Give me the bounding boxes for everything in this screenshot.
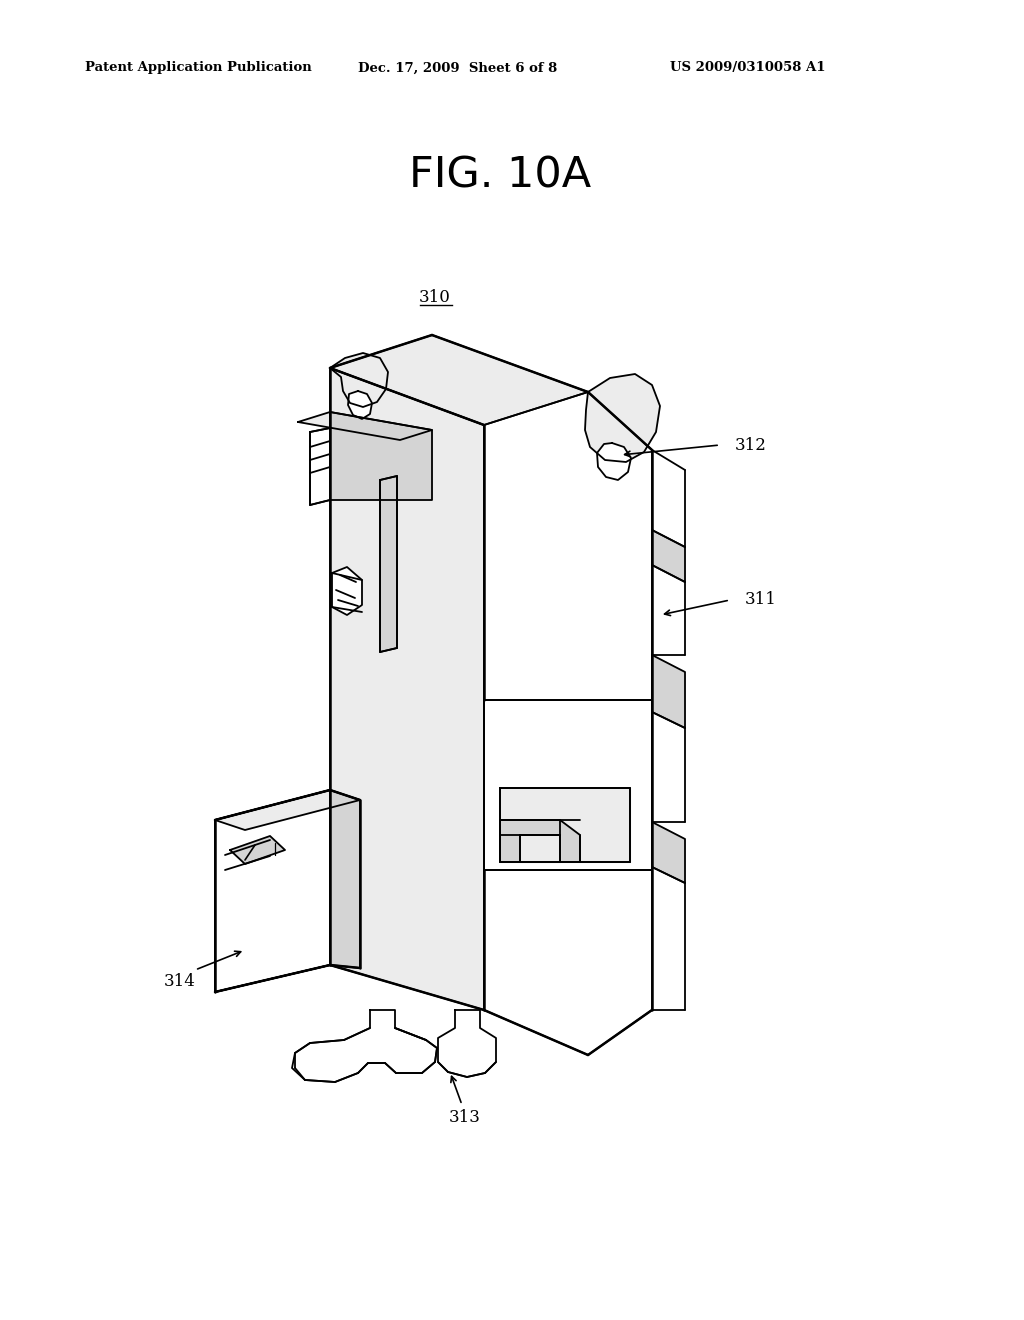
- Polygon shape: [597, 444, 631, 480]
- Text: 313: 313: [450, 1110, 481, 1126]
- Polygon shape: [380, 477, 397, 652]
- Text: 311: 311: [745, 591, 777, 609]
- Polygon shape: [652, 655, 685, 729]
- Text: Patent Application Publication: Patent Application Publication: [85, 62, 311, 74]
- Text: Dec. 17, 2009  Sheet 6 of 8: Dec. 17, 2009 Sheet 6 of 8: [358, 62, 557, 74]
- Text: 312: 312: [735, 437, 767, 454]
- Polygon shape: [215, 789, 330, 993]
- Text: FIG. 10A: FIG. 10A: [409, 154, 591, 195]
- Polygon shape: [484, 392, 652, 1055]
- Polygon shape: [585, 374, 660, 462]
- Polygon shape: [484, 700, 652, 870]
- Polygon shape: [292, 1010, 437, 1082]
- Polygon shape: [500, 820, 580, 862]
- Polygon shape: [310, 428, 330, 506]
- Polygon shape: [330, 412, 432, 500]
- Text: US 2009/0310058 A1: US 2009/0310058 A1: [670, 62, 825, 74]
- Polygon shape: [230, 836, 285, 865]
- Polygon shape: [652, 822, 685, 883]
- Polygon shape: [215, 789, 360, 830]
- Polygon shape: [330, 352, 388, 407]
- Polygon shape: [330, 335, 588, 425]
- Polygon shape: [330, 368, 484, 1010]
- Polygon shape: [438, 1010, 496, 1077]
- Polygon shape: [348, 391, 372, 418]
- Polygon shape: [652, 531, 685, 582]
- Text: 314: 314: [164, 974, 196, 990]
- Polygon shape: [332, 568, 362, 615]
- Polygon shape: [500, 788, 630, 862]
- Polygon shape: [298, 412, 432, 440]
- Polygon shape: [330, 789, 360, 968]
- Text: 310: 310: [419, 289, 451, 305]
- Polygon shape: [520, 836, 560, 862]
